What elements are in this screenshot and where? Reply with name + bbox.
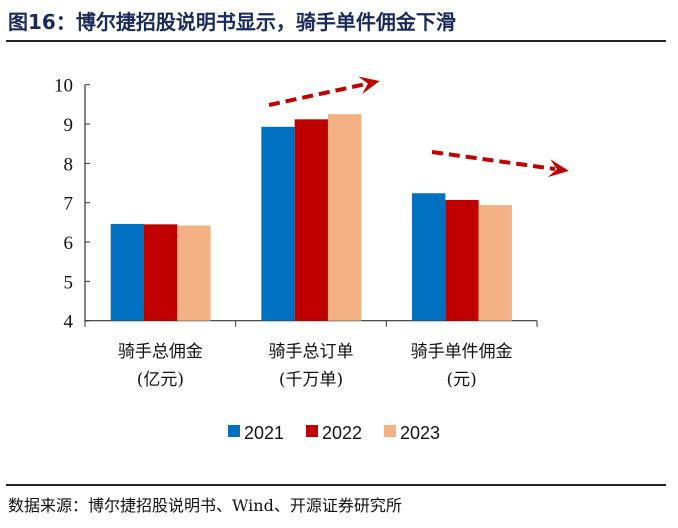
bar-2021 [261, 126, 295, 321]
bar-chart: 4 5 6 7 8 9 10 骑手总佣金 (亿元) 骑手总订单 (千万单) 骑手单件佣金 (元) 2021… [54, 76, 569, 443]
y-tick-label: 4 [64, 312, 74, 333]
y-tick-label: 8 [64, 154, 74, 175]
legend-label-2021: 2021 [244, 423, 284, 443]
bar-2023 [177, 225, 211, 321]
bar-2022 [445, 199, 479, 321]
trend-up-arrow-icon-head [358, 76, 380, 95]
bar-2022 [294, 119, 328, 321]
legend-swatch-2021 [228, 425, 240, 437]
legend-swatch-2023 [384, 425, 396, 437]
y-tick-label: 9 [64, 115, 74, 136]
legend-label-2022: 2022 [322, 423, 362, 443]
y-tick-label: 10 [54, 76, 73, 97]
trend-down-arrow-icon-head [547, 159, 569, 178]
y-tick-label: 7 [64, 194, 74, 215]
bar-2021 [110, 223, 144, 321]
bar-2023 [327, 114, 362, 321]
bar-2021 [412, 193, 446, 321]
bar-2022 [144, 224, 178, 321]
bar-2023 [478, 205, 512, 321]
chart-title: 图16：博尔捷招股说明书显示，骑手单件佣金下滑 [8, 10, 456, 34]
x-category-label: 骑手总订单 [269, 342, 354, 362]
x-category-label: (千万单) [279, 370, 343, 390]
y-tick-label: 6 [64, 233, 74, 254]
trend-up-arrow-icon [268, 82, 367, 107]
y-tick-label: 5 [64, 272, 74, 293]
x-category-label: (元) [447, 370, 477, 390]
legend-label-2023: 2023 [400, 423, 440, 443]
top-rule [6, 40, 666, 42]
legend-swatch-2022 [306, 425, 318, 437]
trend-down-arrow-icon [431, 150, 556, 171]
x-category-label: 骑手总佣金 [118, 342, 203, 362]
x-category-label: (亿元) [137, 370, 184, 390]
source-note: 数据来源：博尔捷招股说明书、Wind、开源证券研究所 [8, 496, 402, 515]
x-category-label: 骑手单件佣金 [411, 342, 513, 362]
bottom-rule [6, 484, 666, 486]
